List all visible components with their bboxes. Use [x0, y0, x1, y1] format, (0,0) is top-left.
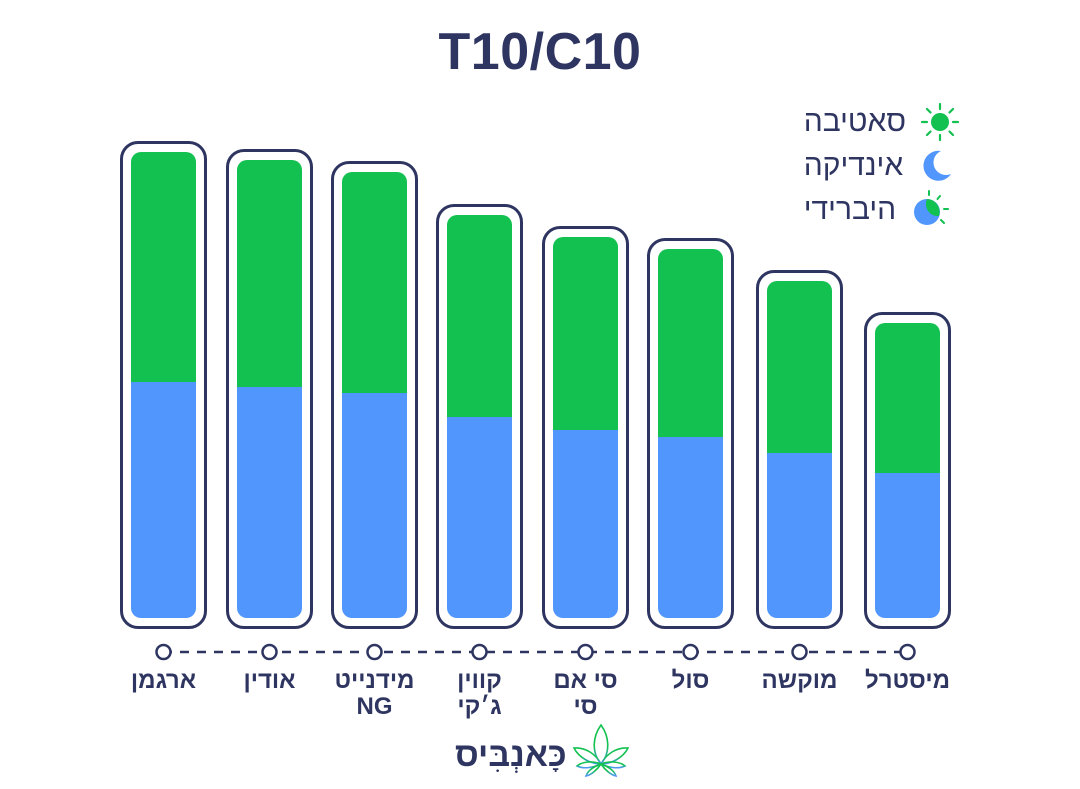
- axis-marker: [366, 643, 383, 661]
- bar-segment-sativa: [767, 281, 832, 453]
- bar: [864, 312, 951, 629]
- axis-marker: [577, 643, 594, 661]
- legend-item-indica: אינדיקה: [804, 144, 960, 188]
- bar-segment-indica: [131, 382, 196, 618]
- bar-fill: [447, 215, 512, 618]
- bar-fill: [237, 160, 302, 618]
- legend-item-hybrid: היברידי: [804, 188, 960, 232]
- bar-segment-indica: [875, 473, 940, 618]
- moon-icon: [917, 146, 957, 186]
- bar-fill: [553, 237, 618, 618]
- category-label: ארגמן: [130, 667, 197, 694]
- legend: סאטיבה אינדיקה היברידי: [804, 100, 960, 232]
- bar-segment-indica: [237, 387, 302, 618]
- category-label: מיסטרל: [864, 667, 950, 694]
- category-label: קווין ג׳קי: [457, 667, 502, 720]
- legend-label: היברידי: [803, 193, 897, 226]
- bar-fill: [131, 152, 196, 618]
- legend-label: סאטיבה: [803, 105, 906, 138]
- brand-logo: כָּאנְבִּיס: [455, 722, 631, 789]
- bar-segment-indica: [767, 453, 832, 618]
- bar-segment-sativa: [658, 249, 723, 437]
- bar: [647, 238, 734, 629]
- bar-segment-sativa: [342, 172, 407, 393]
- bar-segment-sativa: [447, 215, 512, 417]
- category-label: סול: [671, 667, 710, 694]
- bar-segment-indica: [553, 430, 618, 618]
- category-label: מוקשה: [761, 667, 838, 694]
- bar-fill: [342, 172, 407, 618]
- bar-segment-sativa: [237, 160, 302, 387]
- bar-fill: [875, 323, 940, 618]
- axis-marker: [261, 643, 278, 661]
- bar-segment-indica: [658, 437, 723, 618]
- bar: [436, 204, 523, 629]
- category-label: אודין: [243, 667, 296, 694]
- bar-fill: [767, 281, 832, 618]
- cannabis-leaf-icon: [571, 722, 631, 789]
- bar: [331, 161, 418, 629]
- bar-segment-sativa: [553, 237, 618, 430]
- bar-segment-sativa: [875, 323, 940, 473]
- legend-label: אינדיקה: [803, 149, 904, 182]
- axis-marker: [471, 643, 488, 661]
- bar-segment-sativa: [131, 152, 196, 382]
- bar-segment-indica: [342, 393, 407, 618]
- bar: [756, 270, 843, 629]
- bar: [542, 226, 629, 629]
- hybrid-icon: [910, 190, 950, 230]
- axis-marker: [155, 643, 172, 661]
- axis-marker: [682, 643, 699, 661]
- bar-segment-indica: [447, 417, 512, 618]
- x-axis: [155, 643, 916, 661]
- sun-icon: [920, 102, 960, 142]
- brand-name: כָּאנְבִּיס: [455, 736, 567, 774]
- axis-marker: [899, 643, 916, 661]
- legend-item-sativa: סאטיבה: [804, 100, 960, 144]
- category-label: מידנייט NG: [334, 667, 415, 720]
- bar-fill: [658, 249, 723, 618]
- category-label: סי אם סי: [553, 667, 618, 720]
- bar: [120, 141, 207, 629]
- bar: [226, 149, 313, 629]
- chart-title: T10/C10: [438, 23, 642, 81]
- axis-marker: [791, 643, 808, 661]
